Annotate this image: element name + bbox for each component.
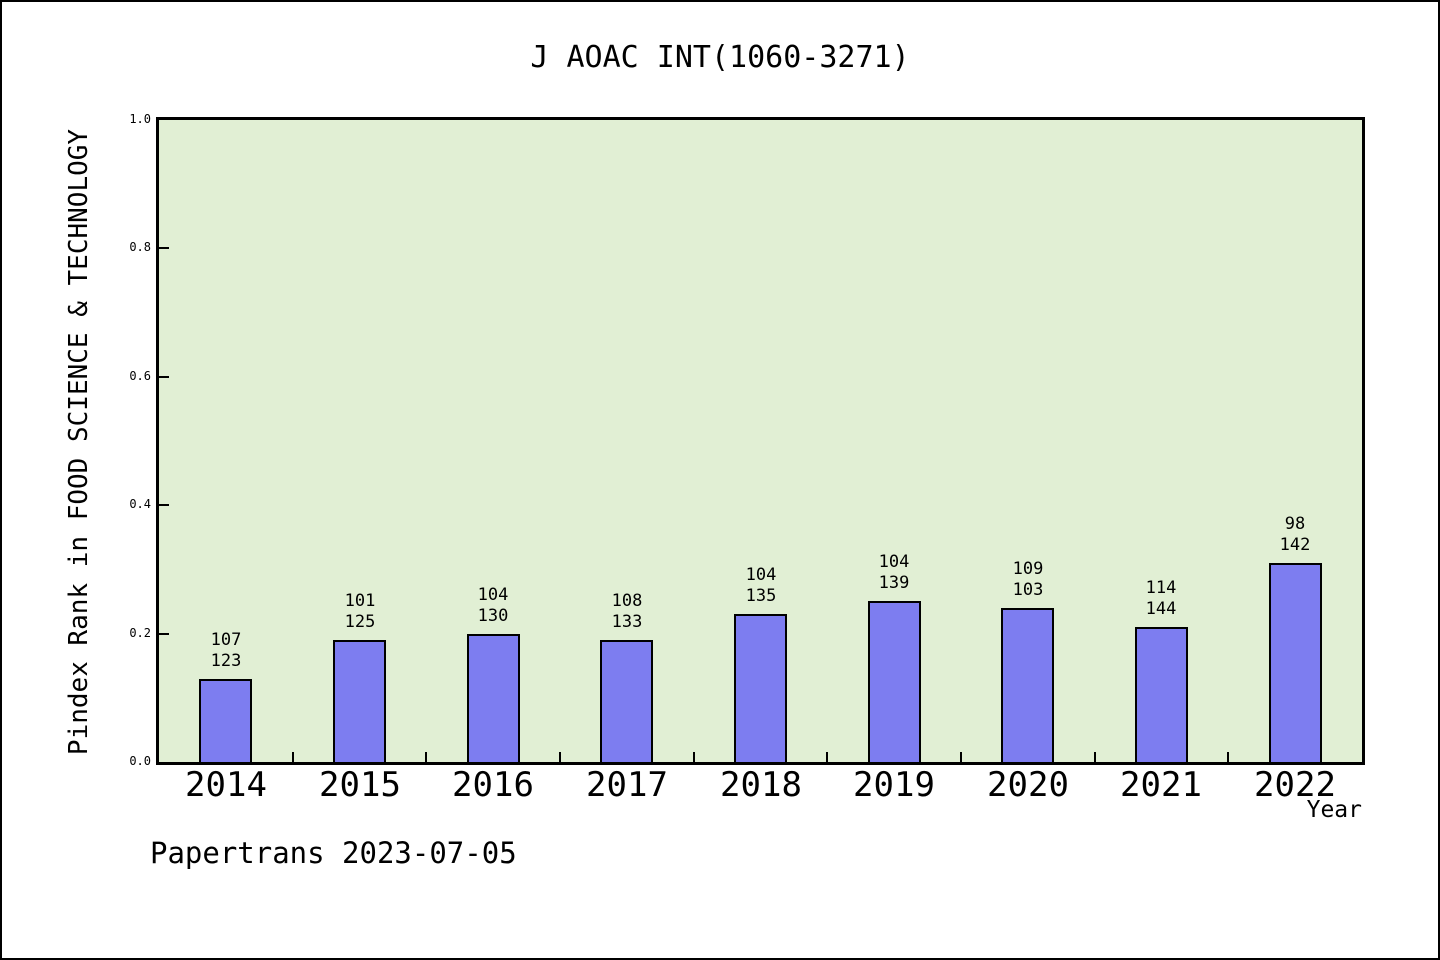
bar-2014 xyxy=(199,679,252,762)
x-minor-tick xyxy=(826,752,828,762)
bar-2020 xyxy=(1001,608,1054,762)
bar-2022 xyxy=(1269,563,1322,762)
x-tick-label-2022: 2022 xyxy=(1254,765,1336,805)
bar-2019 xyxy=(868,601,921,762)
x-minor-tick xyxy=(1094,752,1096,762)
chart-title: J AOAC INT(1060-3271) xyxy=(530,40,910,75)
x-tick-label-2016: 2016 xyxy=(452,765,534,805)
bar-2021 xyxy=(1135,627,1188,762)
y-tick-label-0.0: 0.0 xyxy=(129,754,151,768)
x-tick-label-2020: 2020 xyxy=(987,765,1069,805)
y-major-tick xyxy=(159,504,169,506)
bar-2018 xyxy=(734,614,787,762)
x-tick-label-2017: 2017 xyxy=(586,765,668,805)
x-axis-tick-labels: 2014 2015 2016 2017 2018 2019 2020 2021 2022 xyxy=(159,765,1362,805)
x-tick-label-2014: 2014 xyxy=(185,765,267,805)
x-tick-label-2018: 2018 xyxy=(720,765,802,805)
y-tick-label-1.0: 1.0 xyxy=(129,112,151,126)
bar-2015 xyxy=(333,640,386,762)
plot-area: 107 123 101 125 104 130 108 133 104 135 104 1… xyxy=(156,117,1365,765)
x-minor-tick xyxy=(960,752,962,762)
x-tick-label-2019: 2019 xyxy=(853,765,935,805)
bar-value-label-2022: 98 142 xyxy=(1279,514,1311,555)
y-major-tick xyxy=(159,376,169,378)
bar-value-label-2016: 104 130 xyxy=(477,585,509,626)
x-axis-label: Year xyxy=(1306,797,1362,823)
x-tick-label-2021: 2021 xyxy=(1120,765,1202,805)
y-axis-tick-labels: 0.0 0.2 0.4 0.6 0.8 1.0 xyxy=(2,112,151,768)
x-minor-tick xyxy=(425,752,427,762)
x-minor-tick xyxy=(693,752,695,762)
x-minor-tick xyxy=(292,752,294,762)
bar-value-label-2019: 104 139 xyxy=(878,552,910,593)
y-tick-label-0.8: 0.8 xyxy=(129,240,151,254)
y-major-tick xyxy=(159,633,169,635)
x-tick-label-2015: 2015 xyxy=(319,765,401,805)
x-minor-tick xyxy=(1227,752,1229,762)
y-tick-label-0.6: 0.6 xyxy=(129,369,151,383)
x-minor-tick xyxy=(559,752,561,762)
bar-2017 xyxy=(600,640,653,762)
bar-value-label-2017: 108 133 xyxy=(611,591,643,632)
bar-value-label-2015: 101 125 xyxy=(344,591,376,632)
footer-watermark: Papertrans 2023-07-05 xyxy=(150,836,517,870)
y-tick-label-0.4: 0.4 xyxy=(129,497,151,511)
y-tick-label-0.2: 0.2 xyxy=(129,626,151,640)
bar-value-label-2020: 109 103 xyxy=(1012,559,1044,600)
bar-value-label-2018: 104 135 xyxy=(745,565,777,606)
y-major-tick xyxy=(159,247,169,249)
bar-2016 xyxy=(467,634,520,762)
bar-value-label-2021: 114 144 xyxy=(1145,578,1177,619)
bar-value-label-2014: 107 123 xyxy=(210,630,242,671)
